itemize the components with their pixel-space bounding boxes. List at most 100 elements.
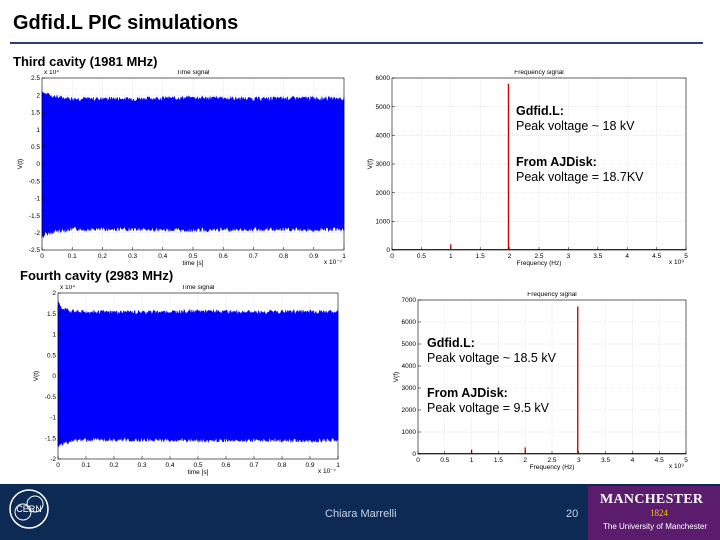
chart-title: Time signal (182, 285, 216, 291)
x-axis-label: Frequency (Hz) (517, 260, 562, 267)
y-axis-label: V(t) (33, 371, 40, 381)
x-tick-label: 0.3 (137, 462, 146, 469)
chart-third-time-svg: Time signal 0 0.1 0.2 0.3 0.4 0.5 0.6 0.7 0.8 0.9 1… (14, 70, 350, 268)
manchester-logo-university: The University of Manchester (603, 522, 708, 531)
x-tick-label: 1 (336, 462, 340, 469)
y-tick-label: 2.5 (31, 75, 40, 82)
chart-title: Time signal (177, 70, 211, 76)
chart-title: Frequency signal (514, 70, 564, 76)
annotation-third-ajdisk: From AJDisk: Peak voltage = 18.7KV (516, 155, 644, 185)
x-tick-label: 1 (470, 457, 474, 464)
x-tick-label: 5 (684, 457, 688, 464)
x-tick-label: 0.4 (158, 253, 167, 260)
y-tick-label: 6000 (376, 75, 391, 82)
y-tick-label: 1000 (376, 219, 391, 226)
x-tick-label: 0.2 (98, 253, 107, 260)
x-tick-label: 0.1 (68, 253, 77, 260)
x-tick-label: 5 (684, 253, 688, 260)
y-exponent-label: x 10⁴ (44, 70, 59, 76)
x-tick-label: 0.6 (219, 253, 228, 260)
x-tick-label: 3 (577, 457, 581, 464)
y-tick-label: -2 (34, 230, 40, 237)
y-axis-label: V(f) (367, 159, 374, 169)
x-tick-label: 0.9 (305, 462, 314, 469)
y-tick-label: 3000 (376, 161, 391, 168)
x-tick-label: 4.5 (655, 457, 664, 464)
x-tick-label: 0.6 (221, 462, 230, 469)
x-tick-label: 0.5 (193, 462, 202, 469)
y-tick-label: 2000 (376, 190, 391, 197)
page-number: 20 (566, 508, 579, 520)
y-tick-label: 0 (52, 373, 56, 380)
y-tick-label: 3000 (402, 385, 417, 392)
annotation-value: Peak voltage ~ 18.5 kV (427, 351, 556, 365)
y-tick-label: 0 (412, 451, 416, 458)
x-axis-label: Frequency (Hz) (530, 464, 575, 471)
chart-fourth-time-svg: Time signal 0 0.1 0.2 0.3 0.4 0.5 0.6 0.7 0.8 0.9 1… (14, 285, 350, 477)
y-tick-label: 5000 (402, 341, 417, 348)
x-tick-label: 3 (567, 253, 571, 260)
chart-fourth-freq-svg: Frequency signal 0 0.5 1 1.5 2 2.5 3 3.5 4 4.5 5 0 10… (384, 292, 696, 472)
presenter-name: Chiara Marrelli (325, 508, 397, 520)
x-tick-label: 1.5 (494, 457, 503, 464)
x-tick-label: 0.1 (81, 462, 90, 469)
x-tick-label: 0.5 (440, 457, 449, 464)
slide-title: Gdfid.L PIC simulations (13, 12, 239, 34)
annotation-third-gdfidl: Gdfid.L: Peak voltage ~ 18 kV (516, 104, 634, 134)
y-tick-label: 1.5 (47, 311, 56, 318)
chart-background (358, 70, 694, 268)
x-tick-label: 0.7 (249, 462, 258, 469)
y-tick-label: 4000 (376, 133, 391, 140)
y-tick-label: 5000 (376, 104, 391, 111)
signal-envelope (41, 90, 345, 239)
x-tick-label: 4.5 (652, 253, 661, 260)
chart-third-cavity-time-signal: Time signal 0 0.1 0.2 0.3 0.4 0.5 0.6 0.7 0.8 0.9 1… (14, 70, 350, 268)
x-axis-label: time [s] (188, 469, 209, 476)
chart-third-cavity-frequency-signal: Frequency signal 0 0.5 1 1.5 2 2.5 3 3.5 4 4.5 5 0 10… (358, 70, 694, 268)
y-tick-label: 6000 (402, 319, 417, 326)
chart-third-freq-svg: Frequency signal 0 0.5 1 1.5 2 2.5 3 3.5 4 4.5 5 0 10… (358, 70, 694, 268)
x-tick-label: 2.5 (547, 457, 556, 464)
annotation-label: Gdfid.L: (427, 336, 475, 350)
y-tick-label: 1 (52, 332, 56, 339)
x-tick-label: 0.5 (188, 253, 197, 260)
y-tick-label: 0.5 (31, 144, 40, 151)
section-label-fourth-cavity: Fourth cavity (2983 MHz) (20, 268, 174, 283)
x-tick-label: 0.8 (277, 462, 286, 469)
y-tick-label: 0.5 (47, 352, 56, 359)
y-tick-label: 1 (36, 127, 40, 134)
y-tick-label: 2000 (402, 407, 417, 414)
title-divider (10, 42, 703, 44)
x-tick-label: 3.5 (593, 253, 602, 260)
x-tick-label: 3.5 (601, 457, 610, 464)
x-tick-label: 4 (631, 457, 635, 464)
y-exponent-label: x 10⁴ (60, 285, 75, 291)
y-tick-label: -0.5 (45, 394, 57, 401)
x-exponent-label: x 10⁻⁷ (318, 468, 337, 475)
y-tick-label: 0 (386, 247, 390, 254)
y-tick-label: 2 (52, 290, 56, 297)
chart-fourth-cavity-frequency-signal: Frequency signal 0 0.5 1 1.5 2 2.5 3 3.5 4 4.5 5 0 10… (384, 292, 696, 472)
x-exponent-label: x 10⁹ (669, 463, 684, 470)
cern-logo-text: CERN (16, 504, 42, 514)
y-tick-label: -1.5 (45, 435, 57, 442)
manchester-logo-year: 1824 (650, 508, 668, 518)
y-tick-label: -2 (50, 456, 56, 463)
annotation-label: From AJDisk: (427, 386, 508, 400)
x-tick-label: 2.5 (534, 253, 543, 260)
x-tick-label: 0.3 (128, 253, 137, 260)
y-tick-label: 7000 (402, 297, 417, 304)
x-tick-label: 0 (40, 253, 44, 260)
x-tick-label: 0 (390, 253, 394, 260)
x-tick-label: 2 (523, 457, 527, 464)
x-tick-label: 0 (56, 462, 60, 469)
x-exponent-label: x 10⁹ (669, 259, 684, 266)
x-tick-label: 0.9 (309, 253, 318, 260)
x-tick-label: 0.2 (109, 462, 118, 469)
annotation-value: Peak voltage = 9.5 kV (427, 401, 549, 415)
y-tick-label: -1 (34, 196, 40, 203)
y-tick-label: 4000 (402, 363, 417, 370)
manchester-logo-title: MANCHESTER (600, 492, 704, 507)
y-tick-label: 0 (36, 161, 40, 168)
y-tick-label: 1000 (402, 429, 417, 436)
